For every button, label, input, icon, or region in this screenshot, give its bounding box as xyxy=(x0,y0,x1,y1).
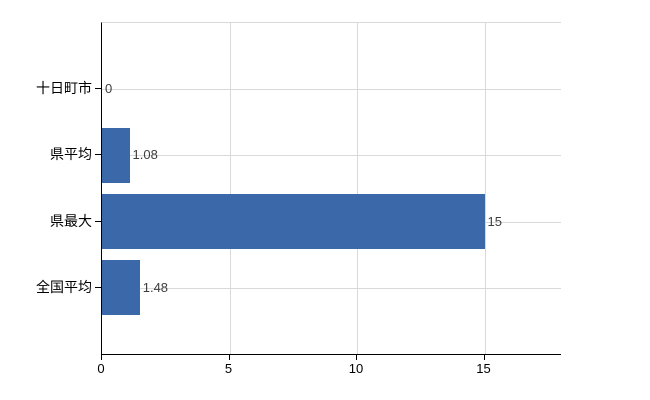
x-axis-tick xyxy=(356,354,357,360)
x-tick-label: 5 xyxy=(224,361,233,376)
category-label: 県平均 xyxy=(50,146,92,163)
bar xyxy=(102,260,140,316)
v-gridline xyxy=(229,23,231,354)
bar-value-label: 1.48 xyxy=(142,279,169,295)
h-gridline xyxy=(102,287,561,289)
bar xyxy=(102,127,130,183)
category-label: 全国平均 xyxy=(36,278,92,295)
y-axis-tick xyxy=(95,88,101,90)
x-axis-tick xyxy=(101,354,102,360)
h-gridline xyxy=(102,89,561,91)
category-label: 県最大 xyxy=(50,212,92,229)
x-axis-tick xyxy=(483,354,485,360)
x-tick-label: 15 xyxy=(476,361,491,376)
y-axis-tick xyxy=(95,286,101,288)
v-gridline xyxy=(484,23,486,354)
v-gridline xyxy=(357,23,358,354)
h-gridline xyxy=(102,155,561,157)
x-tick-label: 10 xyxy=(348,361,364,376)
plot-area: 0 1.08 15 1.48 xyxy=(101,22,561,355)
bar xyxy=(102,194,485,250)
x-axis-tick xyxy=(228,354,230,360)
bar-value-label: 0 xyxy=(105,81,113,97)
bar-value-label: 15 xyxy=(487,213,502,229)
y-axis-tick xyxy=(95,220,101,222)
y-axis-tick xyxy=(95,154,101,156)
category-label: 十日町市 xyxy=(36,80,92,97)
x-tick-label: 0 xyxy=(97,361,105,376)
bar-value-label: 1.08 xyxy=(132,147,158,163)
